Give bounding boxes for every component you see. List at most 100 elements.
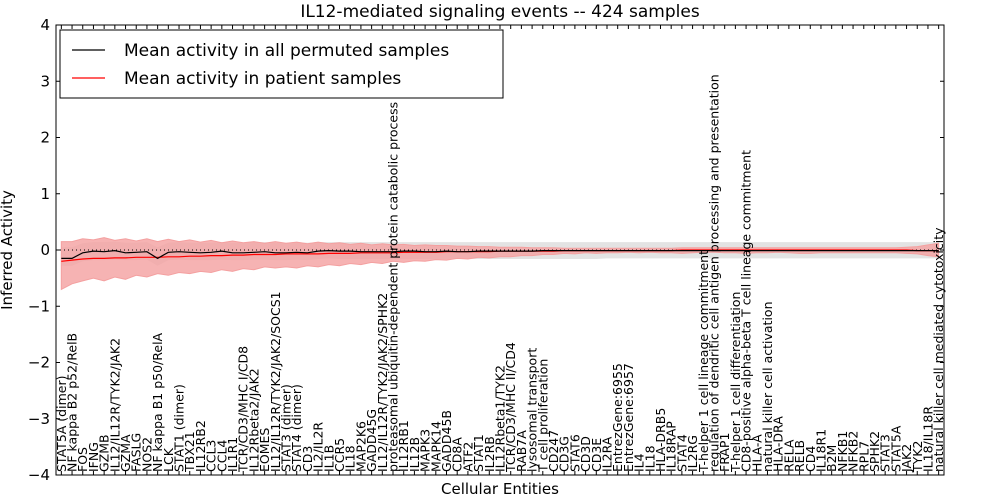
x-tick-label: CCL4 xyxy=(214,440,229,472)
x-tick-label: TCR/CD3/MHC II/CD4 xyxy=(503,342,518,473)
legend-label-patient: Mean activity in patient samples xyxy=(124,69,401,89)
x-tick-label: HLA-DRA xyxy=(771,416,786,472)
x-tick-label: natural killer cell mediated cytotoxicit… xyxy=(931,227,946,472)
x-tick-label: NF kappa B2 p52/RelB xyxy=(65,333,80,472)
y-tick-label: −2 xyxy=(28,354,50,372)
y-tick-label: 1 xyxy=(40,185,50,203)
x-tick-label: IL12/IL12R/TYK2/JAK2/SPHK2 xyxy=(375,293,390,472)
x-tick-label: IL12RB1 xyxy=(396,420,411,472)
x-tick-label: CD3G xyxy=(557,436,572,472)
x-tick-label: GZMA xyxy=(118,434,133,472)
series-lines xyxy=(61,249,939,262)
x-tick-label: TBX21 xyxy=(182,431,197,473)
x-tick-label: IL2RA xyxy=(600,436,615,472)
x-tick-label: HLA-A xyxy=(749,434,764,472)
x-tick-label: GZMB xyxy=(97,434,112,472)
x-tick-label: proteasomal ubiquitin-dependent protein … xyxy=(386,102,401,472)
x-tick-label: NOS2 xyxy=(139,437,154,472)
x-tick-label: EOMES xyxy=(257,428,272,472)
x-tick-label: IL12B xyxy=(407,437,422,472)
x-tick-label: NFKB2 xyxy=(846,431,861,472)
x-tick-label: GADD45B xyxy=(439,410,454,472)
x-tick-label: IL2/IL2R xyxy=(311,422,326,472)
legend-label-permuted: Mean activity in all permuted samples xyxy=(124,41,449,61)
x-tick-label: regulation of dendritic cell antigen pro… xyxy=(707,74,722,472)
x-tick-label: FASLG xyxy=(129,433,144,472)
x-tick-label: IL18R1 xyxy=(814,429,829,472)
x-tick-label: STAT1 xyxy=(471,434,486,472)
y-axis-label: Inferred Activity xyxy=(0,190,16,310)
y-tick-label: 3 xyxy=(40,72,50,90)
x-tick-label: CD4 xyxy=(803,446,818,472)
x-tick-label: IL12Rbeta1/TYK2 xyxy=(493,365,508,472)
x-tick-label: STAT6 xyxy=(567,434,582,472)
x-tick-label: IL1R1 xyxy=(225,437,240,472)
x-tick-label: NFKB1 xyxy=(835,431,850,472)
x-tick-label: LCK xyxy=(161,447,176,472)
x-tick-label: lysosomal transport xyxy=(525,348,540,472)
x-tick-label: IL18 xyxy=(642,445,657,472)
y-tick-label: 2 xyxy=(40,129,50,147)
x-tick-label: STAT5A xyxy=(888,425,903,472)
x-tick-label: STAT1 (dimer) xyxy=(172,384,187,472)
x-tick-label: EntrezGene:6955 xyxy=(610,363,625,472)
x-tick-label: CD247 xyxy=(546,430,561,472)
x-tick-label: FRAP1 xyxy=(717,433,732,472)
x-tick-label: STAT4 (dimer) xyxy=(289,384,304,472)
x-tick-label: RELB xyxy=(792,440,807,472)
x-tick-label: TCR/CD3/MHC I/CD8 xyxy=(236,346,251,473)
x-tick-label: IL12Rbeta2/JAK2 xyxy=(246,368,261,472)
x-tick-label: RELA xyxy=(781,439,796,472)
x-tick-label: IL18/IL18R xyxy=(921,406,936,472)
legend-box xyxy=(59,29,504,99)
x-tick-label: IL12RB2 xyxy=(193,420,208,472)
y-tick-label: −4 xyxy=(28,466,50,484)
x-tick-label: HLA-DRB5 xyxy=(653,408,668,472)
x-tick-label: RAB7A xyxy=(514,430,529,472)
x-tick-label: ATF2 xyxy=(460,442,475,472)
series-line-permuted xyxy=(61,249,939,260)
x-tick-label: IL12/IL12R/TYK2/JAK2/SOCS1 xyxy=(268,291,283,472)
x-tick-label: JAK2 xyxy=(899,444,914,473)
x-tick-label: SPHK2 xyxy=(867,431,882,472)
x-tick-label: IL4 xyxy=(632,453,647,472)
x-tick-label: NF kappa B1 p50/RelA xyxy=(150,332,165,472)
x-tick-label: CCR5 xyxy=(332,438,347,472)
x-tick-label: STAT3 xyxy=(878,434,893,472)
x-tick-label: natural killer cell activation xyxy=(760,301,775,472)
x-tick-label: CCL3 xyxy=(204,440,219,472)
x-tick-label: CD3D xyxy=(578,436,593,472)
y-axis: −4 −3 −2 −1 0 1 2 3 4 xyxy=(28,16,944,484)
x-tick-label: T-helper 1 cell differentiation xyxy=(728,292,743,473)
x-tick-label: CD8A xyxy=(450,437,465,472)
x-tick-label: EntrezGene:6957 xyxy=(621,363,636,472)
y-tick-label: −1 xyxy=(28,297,50,315)
x-tick-label: STAT4 xyxy=(674,434,689,472)
x-tick-label: CD3E xyxy=(589,438,604,472)
x-tick-label: CD8-positive alpha-beta T cell lineage c… xyxy=(739,150,754,472)
y-tick-label: −3 xyxy=(28,410,50,428)
x-tick-label: MAPK3 xyxy=(418,429,433,472)
x-tick-label: T-helper 1 cell lineage commitment xyxy=(696,250,711,473)
x-axis: STAT5A (dimer)NF kappa B2 p52/RelBFOSIFN… xyxy=(54,25,946,475)
x-tick-label: STAT3 (dimer) xyxy=(279,384,294,472)
chart-title: IL12-mediated signaling events -- 424 sa… xyxy=(300,2,700,22)
x-tick-label: MAPK14 xyxy=(428,421,443,472)
y-tick-label: 0 xyxy=(40,241,50,259)
x-tick-label: IL2RB xyxy=(482,436,497,472)
x-tick-label: GADD45G xyxy=(364,409,379,472)
x-tick-label: RPL7 xyxy=(856,441,871,472)
y-tick-label: 4 xyxy=(40,16,50,34)
x-axis-label: Cellular Entities xyxy=(441,480,559,498)
x-tick-label: FOS xyxy=(75,447,90,472)
x-tick-label: IL18 xyxy=(343,445,358,472)
x-tick-label: IL2RG xyxy=(685,435,700,472)
x-tick-label: IL1B xyxy=(321,445,336,472)
x-tick-label: T cell proliferation xyxy=(535,359,550,473)
x-tick-label: TYK2 xyxy=(910,441,925,473)
x-tick-label: IL18RAP xyxy=(664,421,679,472)
x-tick-label: STAT5A (dimer) xyxy=(54,376,69,472)
x-tick-label: MAP2K6 xyxy=(353,421,368,472)
x-tick-label: IL12/IL12R/TYK2/JAK2 xyxy=(107,338,122,472)
